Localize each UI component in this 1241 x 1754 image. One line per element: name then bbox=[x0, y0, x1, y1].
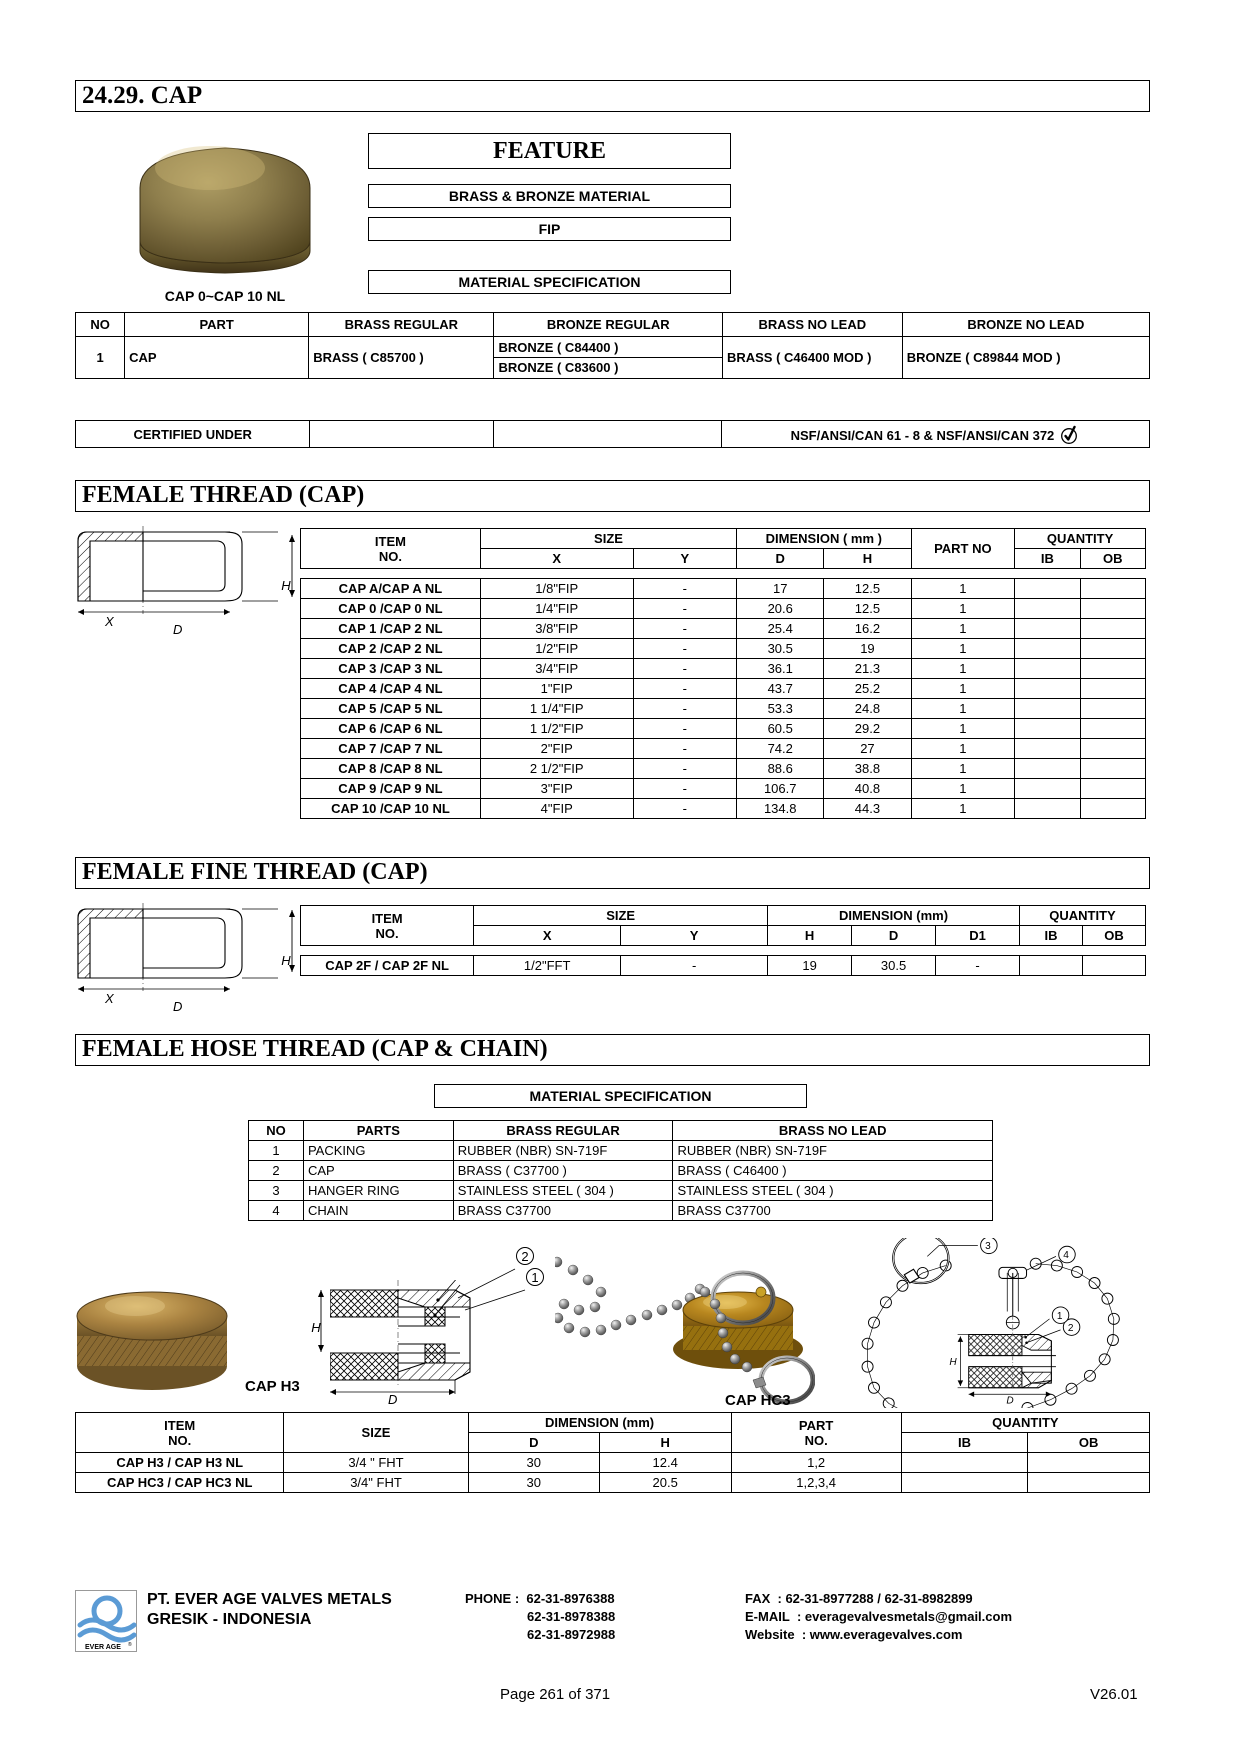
svg-text:D: D bbox=[173, 999, 182, 1014]
svg-text:EVER AGE: EVER AGE bbox=[85, 1644, 121, 1651]
svg-text:2: 2 bbox=[1068, 1323, 1074, 1334]
svg-text:D: D bbox=[388, 1392, 397, 1407]
svg-text:4: 4 bbox=[1063, 1250, 1069, 1261]
svg-text:D: D bbox=[173, 622, 182, 637]
svg-text:X: X bbox=[104, 614, 115, 629]
svg-text:3: 3 bbox=[985, 1241, 991, 1252]
svg-text:X: X bbox=[104, 991, 115, 1006]
svg-text:®: ® bbox=[128, 1641, 132, 1648]
svg-text:1: 1 bbox=[1057, 1311, 1063, 1322]
svg-text:H: H bbox=[949, 1357, 957, 1368]
svg-text:D: D bbox=[1006, 1395, 1013, 1406]
